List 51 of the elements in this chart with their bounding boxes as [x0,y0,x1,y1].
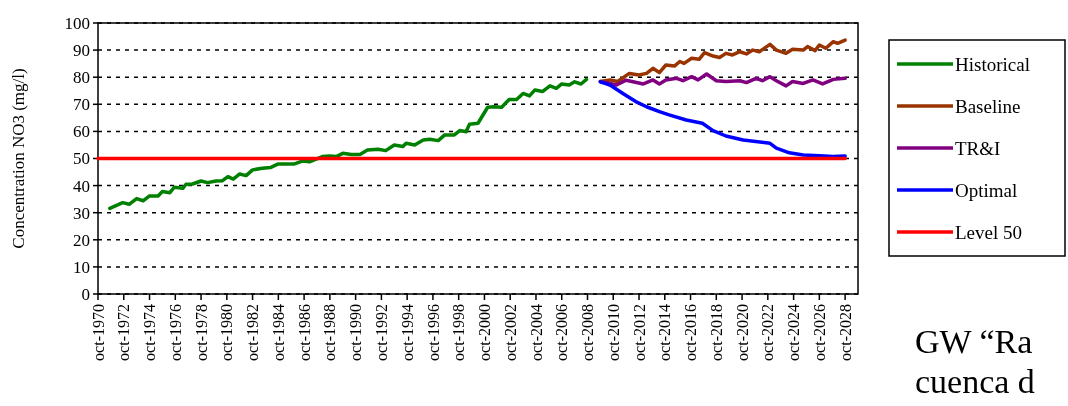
y-tick-label: 90 [73,41,90,61]
x-tick-label: oct-2024 [785,304,803,361]
x-tick-label: oct-1996 [424,304,442,361]
x-tick-label: oct-1994 [398,304,416,361]
x-tick-label: oct-2018 [707,304,725,361]
x-tick-label: oct-2026 [810,304,828,361]
x-tick-label: oct-2000 [476,304,494,361]
legend-label: Baseline [955,95,1021,117]
y-tick-label: 0 [81,284,90,304]
x-tick-label: oct-2022 [759,304,777,361]
line-series [598,80,847,159]
x-tick-label: oct-1972 [115,304,133,361]
legend-label: Historical [955,53,1030,75]
x-tick-label: oct-1974 [141,304,159,361]
x-tick-label: oct-1984 [269,304,287,361]
text: GW “Ra [915,323,1033,360]
legend-label: TR&I [955,137,1001,159]
x-tick-label: oct-2012 [630,304,648,361]
x-tick-label: oct-2004 [527,304,545,361]
x-tick-label: oct-1978 [192,304,210,361]
x-tick-label: oct-1976 [166,304,184,361]
x-tick-label: oct-1990 [347,304,365,361]
line-series [108,77,589,211]
y-tick-label: 10 [73,257,90,277]
text: cuenca d [915,363,1035,400]
x-tick-label: oct-2014 [656,304,674,361]
y-tick-label: 60 [73,122,90,142]
x-tick-label: oct-1998 [450,304,468,361]
y-tick-label: 50 [73,149,90,169]
y-tick-label: 100 [64,13,90,33]
y-tick-label: 40 [73,176,90,196]
y-tick-label: 30 [73,203,90,223]
x-tick-label: oct-1980 [218,304,236,361]
x-tick-label: oct-1986 [295,304,313,361]
x-tick-label: oct-2002 [501,304,519,361]
x-tick-label: oct-1970 [89,304,107,361]
y-axis-title: Concentration NO3 (mg/l) [9,68,28,249]
y-tick-label: 80 [73,68,90,88]
x-tick-label: oct-1988 [321,304,339,361]
x-tick-label: oct-2028 [836,304,854,361]
x-tick-label: oct-2016 [682,304,700,361]
y-tick-label: 20 [73,230,90,250]
legend-label: Optimal [955,179,1018,201]
legend-label: Level 50 [955,221,1023,243]
x-tick-label: oct-1992 [373,304,390,361]
x-tick-label: oct-1982 [244,304,262,361]
y-tick-label: 70 [73,95,90,115]
x-tick-label: oct-2010 [604,304,622,361]
x-tick-label: oct-2006 [553,304,571,361]
x-tick-label: oct-2008 [579,304,597,361]
x-tick-label: oct-2020 [733,304,751,361]
